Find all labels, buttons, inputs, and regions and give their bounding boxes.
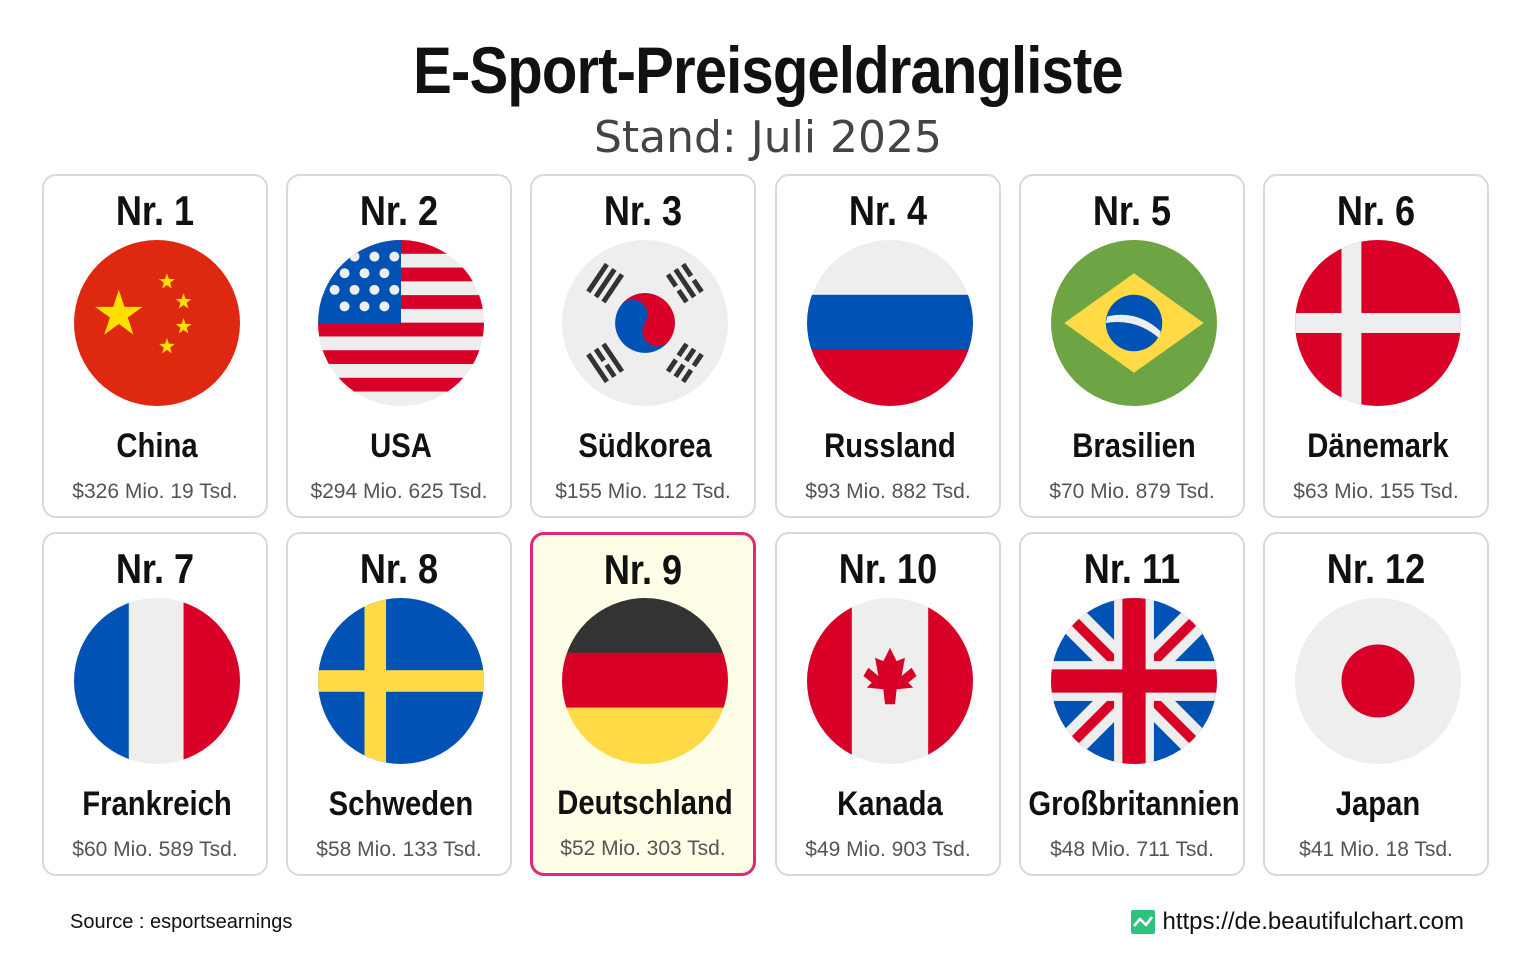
country-name: Großbritannien [1028, 785, 1240, 823]
flag-denmark-icon [1295, 240, 1461, 406]
flag-brazil-icon [1051, 240, 1217, 406]
flag-japan-icon [1295, 598, 1461, 764]
prize-money: $326 Mio. 19 Tsd. [72, 480, 238, 503]
ranking-card-1: Nr. 1 China $326 Mio. 19 Tsd. [42, 174, 268, 518]
prize-money: $52 Mio. 303 Tsd. [560, 837, 726, 860]
country-name: Deutschland [557, 784, 733, 822]
ranking-card-2: Nr. 2 USA $294 Mio. 625 Tsd. [286, 174, 512, 518]
rank-label: Nr. 3 [603, 187, 683, 234]
country-name: USA [370, 427, 432, 465]
country-name: Japan [1335, 785, 1421, 823]
prize-money: $41 Mio. 18 Tsd. [1299, 838, 1453, 861]
country-name: Frankreich [82, 785, 232, 823]
ranking-card-9-highlighted: Nr. 9 Deutschland $52 Mio. 303 Tsd. [530, 532, 756, 876]
ranking-card-11: Nr. 11 Großbritannien $48 Mio. 711 Tsd. [1019, 532, 1245, 876]
flag-russia-icon [807, 240, 973, 406]
rank-label: Nr. 5 [1092, 187, 1172, 234]
flag-usa-icon [318, 240, 484, 406]
prize-money: $70 Mio. 879 Tsd. [1049, 480, 1215, 503]
prize-money: $93 Mio. 882 Tsd. [805, 480, 971, 503]
country-name: Brasilien [1072, 427, 1196, 465]
flag-germany-icon [562, 598, 728, 764]
prize-money: $63 Mio. 155 Tsd. [1293, 480, 1459, 503]
rank-label: Nr. 11 [1083, 545, 1181, 592]
ranking-card-6: Nr. 6 Dänemark $63 Mio. 155 Tsd. [1263, 174, 1489, 518]
rank-label: Nr. 12 [1326, 545, 1426, 592]
prize-money: $49 Mio. 903 Tsd. [805, 838, 971, 861]
flag-china-icon [74, 240, 240, 406]
flag-south-korea-icon [562, 240, 728, 406]
flag-france-icon [74, 598, 240, 764]
rank-label: Nr. 4 [848, 187, 928, 234]
rank-label: Nr. 2 [359, 187, 439, 234]
ranking-card-10: Nr. 10 Kanada $49 Mio. 903 Tsd. [775, 532, 1001, 876]
country-name: Kanada [837, 785, 943, 823]
flag-canada-icon [807, 598, 973, 764]
country-name: China [116, 427, 198, 465]
beautifulchart-logo-icon [1130, 910, 1155, 934]
ranking-card-5: Nr. 5 Brasilien $70 Mio. 879 Tsd. [1019, 174, 1245, 518]
country-name: Schweden [328, 785, 474, 823]
prize-money: $48 Mio. 711 Tsd. [1050, 838, 1214, 861]
ranking-card-8: Nr. 8 Schweden $58 Mio. 133 Tsd. [286, 532, 512, 876]
page-subtitle: Stand: Juli 2025 [593, 112, 943, 163]
ranking-card-7: Nr. 7 Frankreich $60 Mio. 589 Tsd. [42, 532, 268, 876]
country-name: Russland [824, 427, 956, 465]
rank-label: Nr. 10 [838, 545, 938, 592]
ranking-card-3: Nr. 3 [530, 174, 756, 518]
rank-label: Nr. 6 [1336, 187, 1416, 234]
rank-label: Nr. 7 [115, 545, 195, 592]
website-credit[interactable]: https://de.beautifulchart.com [1130, 906, 1465, 938]
prize-money: $60 Mio. 589 Tsd. [72, 838, 238, 861]
prize-money: $58 Mio. 133 Tsd. [316, 838, 482, 861]
rank-label: Nr. 9 [603, 546, 683, 593]
flag-uk-icon [1051, 598, 1217, 764]
ranking-card-4: Nr. 4 Russland $93 Mio. 882 Tsd. [775, 174, 1001, 518]
ranking-card-12: Nr. 12 Japan $41 Mio. 18 Tsd. [1263, 532, 1489, 876]
source-note: Source : esportsearnings [70, 911, 293, 933]
country-name: Dänemark [1307, 427, 1449, 465]
prize-money: $294 Mio. 625 Tsd. [310, 480, 488, 503]
page-title: E-Sport-Preisgeldrangliste [413, 33, 1124, 107]
rank-label: Nr. 8 [359, 545, 439, 592]
website-url[interactable]: https://de.beautifulchart.com [1162, 908, 1465, 935]
country-name: Südkorea [578, 427, 712, 465]
prize-money: $155 Mio. 112 Tsd. [555, 480, 731, 503]
flag-sweden-icon [318, 598, 484, 764]
rank-label: Nr. 1 [115, 187, 195, 234]
